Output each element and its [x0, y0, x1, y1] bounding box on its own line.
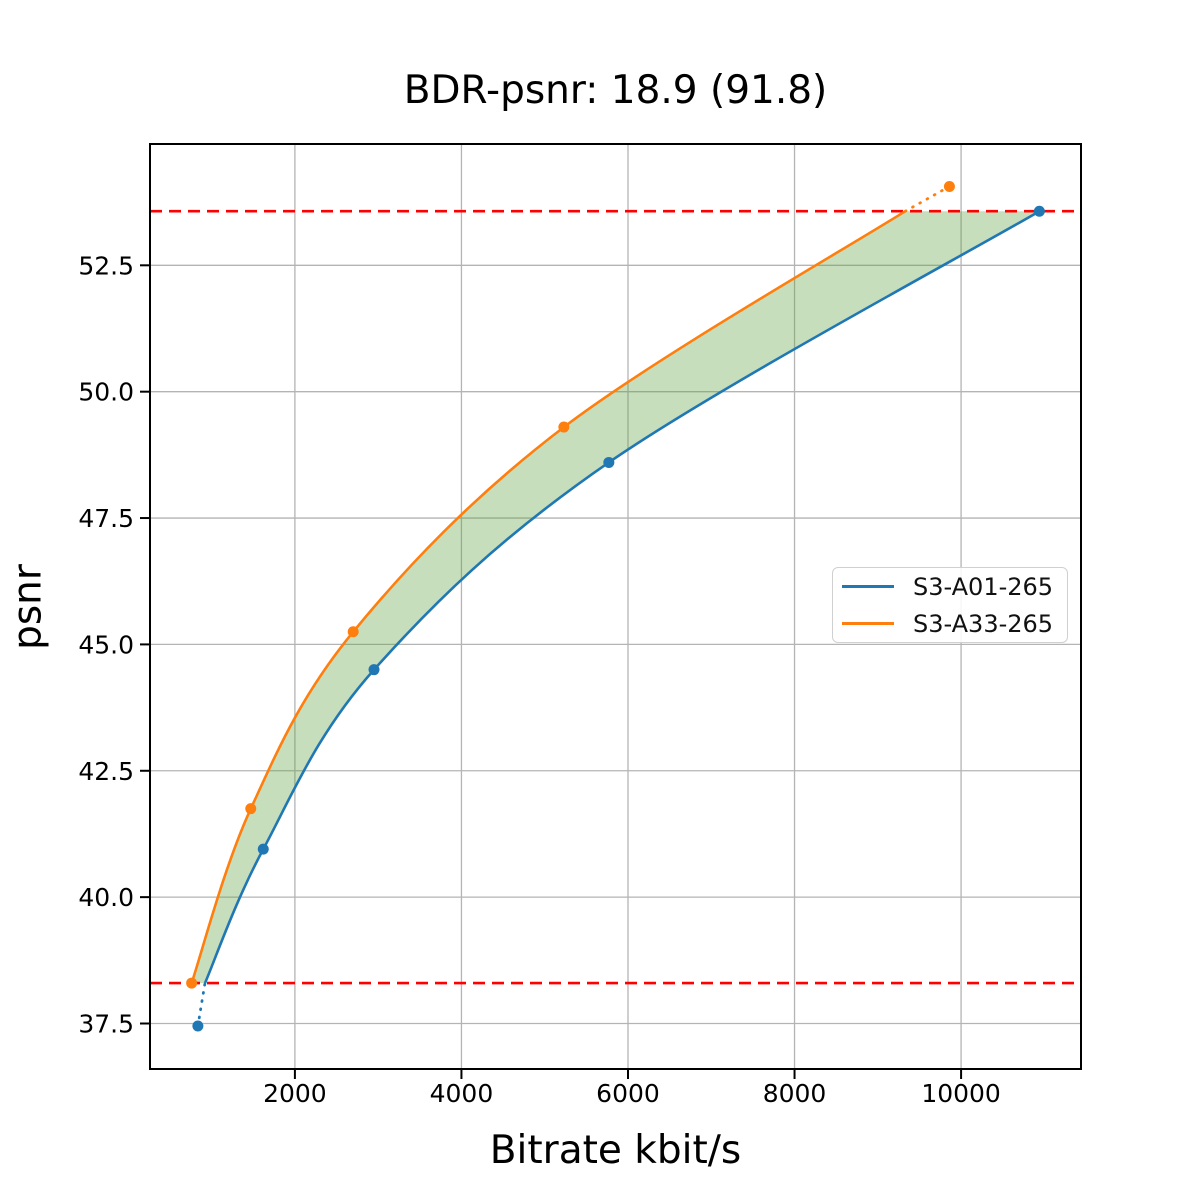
data-point-marker [558, 421, 570, 433]
legend-entry: S3-A33-265 [833, 605, 1067, 642]
y-tick-label: 42.5 [78, 757, 134, 786]
x-tick-label: 2000 [263, 1079, 327, 1108]
legend-label: S3-A01-265 [913, 572, 1054, 601]
y-tick-label: 50.0 [78, 378, 134, 407]
data-point-marker [257, 843, 269, 855]
data-point-marker [943, 180, 955, 192]
y-tick-label: 40.0 [78, 883, 134, 912]
data-point-marker [347, 626, 359, 638]
series-curve-s3-a01-265 [203, 210, 1041, 984]
y-tick-label: 45.0 [78, 630, 134, 659]
x-tick-label: 10000 [921, 1079, 1001, 1108]
x-tick-label: 4000 [430, 1079, 494, 1108]
legend-line-sample-icon [842, 622, 894, 625]
x-axis-label: Bitrate kbit/s [489, 1128, 742, 1173]
series-dotted-segment-s3-a01-265 [196, 981, 207, 1028]
chart-title: BDR-psnr: 18.9 (91.8) [403, 68, 828, 113]
legend-entry: S3-A01-265 [833, 568, 1067, 605]
series-curve-s3-a33-265 [190, 210, 906, 984]
legend-line-sample-icon [842, 585, 894, 588]
y-tick-label: 37.5 [78, 1010, 134, 1039]
data-point-marker [603, 456, 615, 468]
y-axis-label: psnr [5, 564, 51, 650]
plot-border [149, 143, 1082, 1070]
x-tick-label: 8000 [763, 1079, 827, 1108]
data-point-marker [186, 977, 198, 989]
legend-label: S3-A33-265 [913, 609, 1054, 638]
legend: S3-A01-265 S3-A33-265 [832, 567, 1068, 643]
data-point-marker [1033, 205, 1045, 217]
data-point-marker [368, 664, 380, 676]
y-tick-label: 47.5 [78, 504, 134, 533]
y-tick-label: 52.5 [78, 251, 134, 280]
x-tick-label: 6000 [596, 1079, 660, 1108]
series-dotted-segment-s3-a33-265 [903, 185, 951, 213]
data-point-marker [192, 1020, 204, 1032]
data-point-marker [245, 803, 257, 815]
